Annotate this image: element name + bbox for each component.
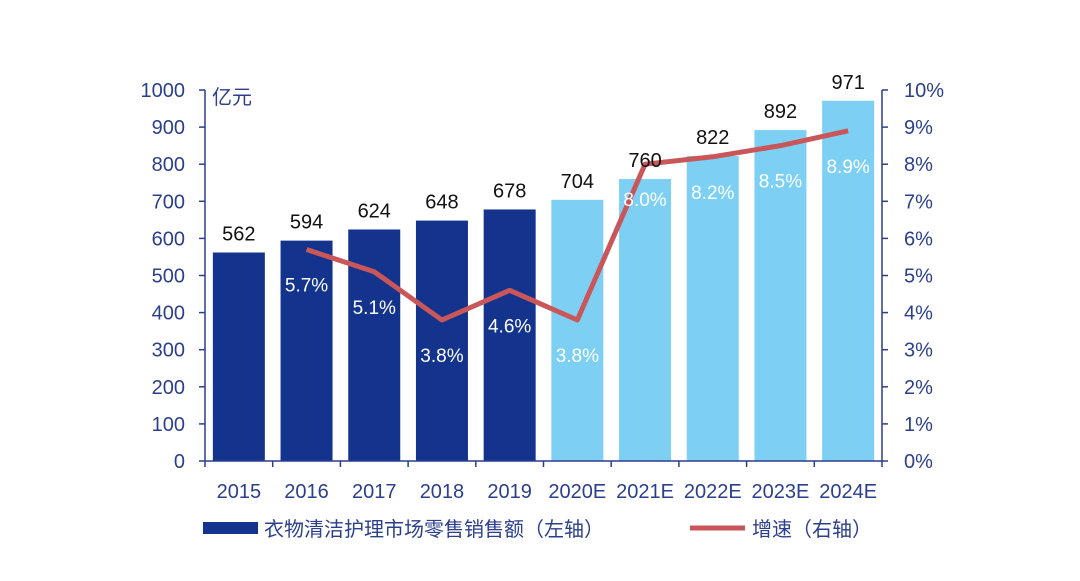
- bar-2018: [415, 220, 468, 461]
- bar-value-label-2024E: 971: [831, 72, 864, 94]
- right-tick-label: 3%: [904, 340, 933, 362]
- bars: [212, 100, 875, 462]
- x-tick-label-2019: 2019: [487, 481, 532, 503]
- right-tick-label: 1%: [904, 414, 933, 436]
- x-tick-label-2015: 2015: [217, 481, 262, 503]
- growth-label-2022E: 8.2%: [691, 183, 734, 204]
- right-tick-label: 4%: [904, 303, 933, 325]
- bar-value-label-2022E: 822: [696, 127, 729, 149]
- bar-value-label-2015: 562: [222, 223, 255, 245]
- right-tick-label: 5%: [904, 266, 933, 288]
- right-tick-label: 2%: [904, 377, 933, 399]
- left-tick-label: 0: [174, 451, 185, 473]
- right-tick-label: 6%: [904, 228, 933, 250]
- left-axis-unit: 亿元: [212, 86, 252, 109]
- bar-value-label-2023E: 892: [764, 101, 797, 123]
- x-tick-label-2020E: 2020E: [548, 481, 606, 503]
- bar-2024E: [822, 100, 875, 461]
- legend-line-label: 增速（右轴）: [752, 518, 872, 541]
- labels: 562 594 624 648 678 704 760 822 892 971 5.7% 5.1% 3.…: [222, 72, 870, 367]
- right-tick-label: 0%: [904, 451, 933, 473]
- bar-2020E: [551, 199, 604, 462]
- growth-label-2018: 3.8%: [420, 346, 463, 367]
- bar-2015: [212, 252, 265, 461]
- bar-value-label-2017: 624: [358, 200, 391, 222]
- left-tick-label: 400: [152, 303, 185, 325]
- left-tick-label: 800: [152, 154, 185, 176]
- growth-label-2017: 5.1%: [353, 298, 396, 319]
- left-tick-label: 900: [152, 117, 185, 139]
- x-tick-label-2018: 2018: [420, 481, 465, 503]
- x-tick-label-2016: 2016: [284, 481, 329, 503]
- growth-label-2021E: 8.0%: [623, 190, 666, 211]
- x-tick-label-2022E: 2022E: [684, 481, 742, 503]
- growth-label-2016: 5.7%: [285, 276, 328, 297]
- bar-value-label-2021E: 760: [628, 150, 661, 172]
- left-tick-label: 600: [152, 228, 185, 250]
- growth-label-2024E: 8.9%: [826, 157, 869, 178]
- axes: 2015 2016 2017 2018 2019 2020E 2021E 2022E 2023E…: [141, 80, 945, 503]
- bar-2021E: [619, 179, 672, 462]
- left-tick-label: 100: [152, 414, 185, 436]
- bar-value-label-2020E: 704: [561, 171, 594, 193]
- left-tick-label: 700: [152, 191, 185, 213]
- growth-label-2019: 4.6%: [488, 316, 531, 337]
- left-tick-label: 200: [152, 377, 185, 399]
- bar-2022E: [686, 156, 739, 461]
- bar-value-label-2018: 648: [425, 192, 458, 214]
- legend-bar-swatch: [203, 522, 258, 534]
- x-tick-label-2023E: 2023E: [752, 481, 810, 503]
- bar-value-label-2016: 594: [290, 212, 323, 234]
- legend-bar-label: 衣物清洁护理市场零售销售额（左轴）: [264, 518, 604, 541]
- left-tick-label: 1000: [141, 80, 186, 102]
- x-tick-label-2017: 2017: [352, 481, 397, 503]
- left-tick-label: 500: [152, 266, 185, 288]
- right-tick-label: 9%: [904, 117, 933, 139]
- left-tick-label: 300: [152, 340, 185, 362]
- legend: 衣物清洁护理市场零售销售额（左轴） 增速（右轴）: [203, 518, 872, 541]
- bar-2016: [280, 240, 333, 461]
- x-tick-label-2024E: 2024E: [819, 481, 877, 503]
- bar-value-label-2019: 678: [493, 180, 526, 202]
- right-tick-label: 8%: [904, 154, 933, 176]
- right-tick-label: 10%: [904, 80, 944, 102]
- bar-2023E: [754, 130, 807, 461]
- growth-line: [305, 128, 849, 323]
- bar-2019: [483, 209, 536, 461]
- growth-label-2020E: 3.8%: [556, 346, 599, 367]
- right-tick-label: 7%: [904, 191, 933, 213]
- growth-label-2023E: 8.5%: [759, 172, 802, 193]
- x-tick-label-2021E: 2021E: [616, 481, 674, 503]
